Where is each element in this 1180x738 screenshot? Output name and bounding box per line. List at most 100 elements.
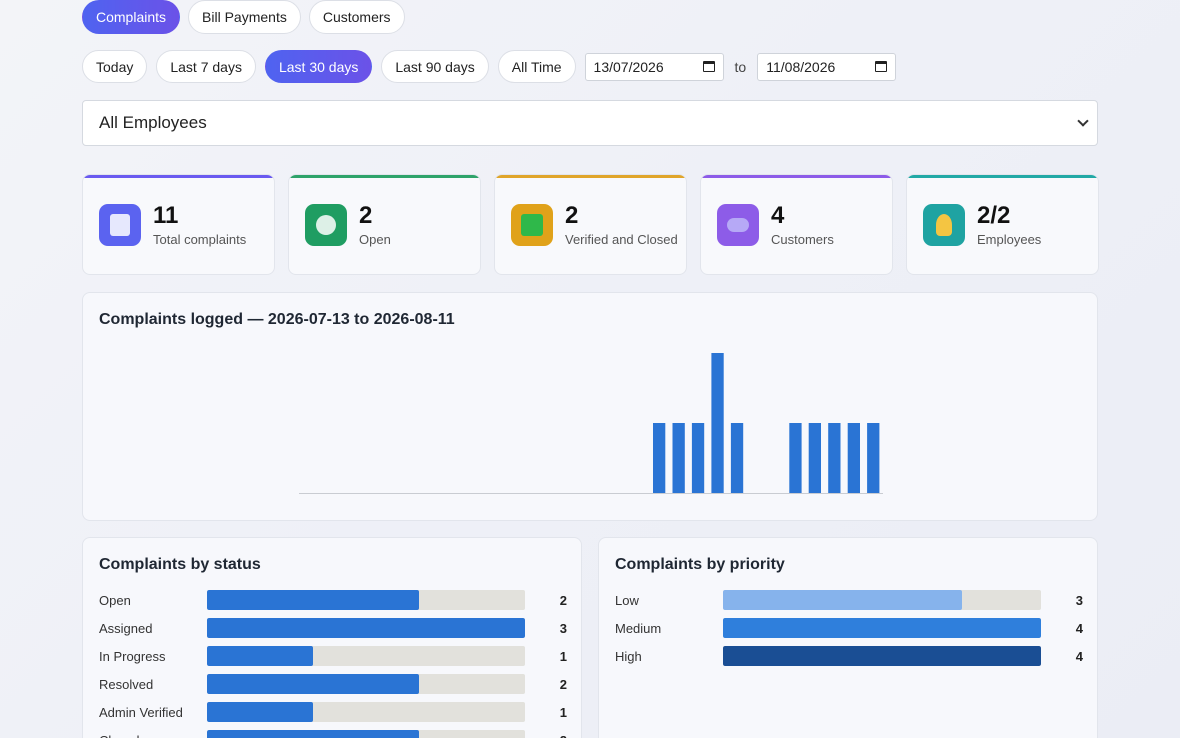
stat-value: 4 [771, 202, 785, 229]
row-label: Low [615, 592, 639, 608]
breakdown-row: Open 2 [99, 586, 567, 614]
row-label: Medium [615, 620, 662, 636]
people-icon [717, 203, 759, 246]
row-value: 3 [559, 620, 567, 636]
priority-rows: Low 3 Medium 4 High 4 [615, 586, 1083, 670]
row-value: 3 [1075, 592, 1083, 608]
row-label: Closed [99, 733, 207, 738]
clipboard-icon [99, 203, 141, 246]
breakdown-row: Medium 4 [615, 614, 1083, 642]
chart-bar [789, 423, 802, 493]
row-fill [207, 590, 419, 610]
row-fill [723, 646, 1041, 666]
status-breakdown-panel: Complaints by status Open 2 Assigned 3 In Pr… [82, 537, 582, 738]
row-value: 1 [559, 648, 567, 664]
chart-bar [730, 423, 744, 493]
row-value: 2 [525, 733, 567, 738]
chart-bar [691, 423, 705, 493]
chart-canvas [299, 353, 883, 494]
stat-label: Total complaints [153, 232, 247, 247]
top-tabs: Complaints Bill Payments Customers [82, 0, 405, 34]
card-accent-bar [83, 175, 274, 178]
range-today-button[interactable]: Today [82, 50, 148, 83]
row-label: Resolved [99, 676, 154, 692]
tab-bill-payments[interactable]: Bill Payments [188, 0, 301, 34]
range-7-days-button[interactable]: Last 7 days [156, 50, 256, 83]
priority-breakdown-panel: Complaints by priority Low 3 Medium 4 High 4 [598, 537, 1098, 738]
tab-complaints[interactable]: Complaints [82, 0, 181, 34]
row-label: Open [99, 592, 131, 608]
row-value: 2 [559, 676, 567, 692]
calendar-icon[interactable] [702, 61, 715, 72]
stat-label: Verified and Closed [565, 232, 678, 247]
priority-title: Complaints by priority [615, 556, 785, 573]
breakdown-row: Assigned 3 [99, 614, 567, 642]
breakdown-row: In Progress 1 [99, 642, 567, 670]
chart-bar [653, 423, 666, 493]
stat-value: 2/2 [977, 202, 1011, 229]
row-track [723, 646, 1041, 666]
row-fill [723, 618, 1041, 638]
row-label: Admin Verified [99, 704, 183, 720]
stat-card: 2/2 Employees [906, 174, 1099, 275]
row-value: 4 [1075, 648, 1083, 664]
stat-cards: 11 Total complaints 2 Open 2 Verified and Clo… [82, 174, 1099, 275]
row-value: 2 [559, 592, 567, 608]
stat-card: 4 Customers [700, 174, 893, 275]
stat-card: 2 Open [288, 174, 481, 275]
employee-select-value: All Employees [99, 113, 207, 132]
tab-customers[interactable]: Customers [308, 0, 405, 34]
row-track [723, 618, 1041, 638]
calendar-icon[interactable] [875, 61, 888, 72]
range-90-days-button[interactable]: Last 90 days [381, 50, 489, 83]
row-label: In Progress [99, 648, 166, 664]
card-accent-bar [289, 175, 480, 178]
clock-icon [305, 203, 347, 246]
breakdown-row: Low 3 [615, 586, 1083, 614]
row-track [207, 674, 525, 694]
breakdown-row: Resolved 2 [99, 670, 567, 698]
status-rows: Open 2 Assigned 3 In Progress 1 Resolved 2 Admin… [99, 586, 567, 738]
chart-bar [672, 423, 685, 493]
date-to-input[interactable]: 11/08/2026 [757, 52, 897, 81]
row-fill [723, 590, 962, 610]
date-from-input[interactable]: 13/07/2026 [584, 52, 724, 81]
breakdown-row: Admin Verified 1 [99, 698, 567, 726]
row-fill [207, 730, 419, 738]
row-track [207, 702, 525, 722]
date-range-bar: Today Last 7 days Last 30 days Last 90 d… [82, 50, 897, 83]
breakdown-row: High 4 [615, 642, 1083, 670]
status-title: Complaints by status [99, 556, 261, 573]
row-label: High [615, 648, 642, 664]
row-fill [207, 618, 525, 638]
chart-bar [847, 423, 860, 493]
stat-label: Open [359, 232, 391, 247]
employee-select[interactable]: All Employees [82, 100, 1098, 146]
stat-value: 2 [359, 202, 373, 229]
chart-bar [808, 423, 821, 493]
row-value: 1 [559, 704, 567, 720]
row-track [723, 590, 1041, 610]
stat-card: 11 Total complaints [82, 174, 275, 275]
complaints-chart: Complaints logged — 2026-07-13 to 2026-0… [82, 292, 1098, 521]
chart-bar [828, 423, 841, 493]
stat-value: 2 [565, 202, 579, 229]
range-30-days-button[interactable]: Last 30 days [264, 50, 373, 83]
row-fill [207, 674, 419, 694]
check-icon [511, 203, 553, 246]
stat-value: 11 [153, 202, 179, 229]
row-track [207, 646, 525, 666]
row-fill [207, 702, 313, 722]
row-value: 4 [1075, 620, 1083, 636]
chart-bar [867, 423, 880, 493]
card-accent-bar [907, 175, 1098, 178]
chevron-down-icon [1077, 115, 1089, 127]
stat-card: 2 Verified and Closed [494, 174, 687, 275]
row-track [207, 618, 525, 638]
stat-label: Customers [771, 232, 834, 247]
row-track [207, 730, 525, 738]
range-all-time-button[interactable]: All Time [497, 50, 576, 83]
card-accent-bar [701, 175, 892, 178]
chart-title: Complaints logged — 2026-07-13 to 2026-0… [99, 311, 455, 328]
card-accent-bar [495, 175, 686, 178]
